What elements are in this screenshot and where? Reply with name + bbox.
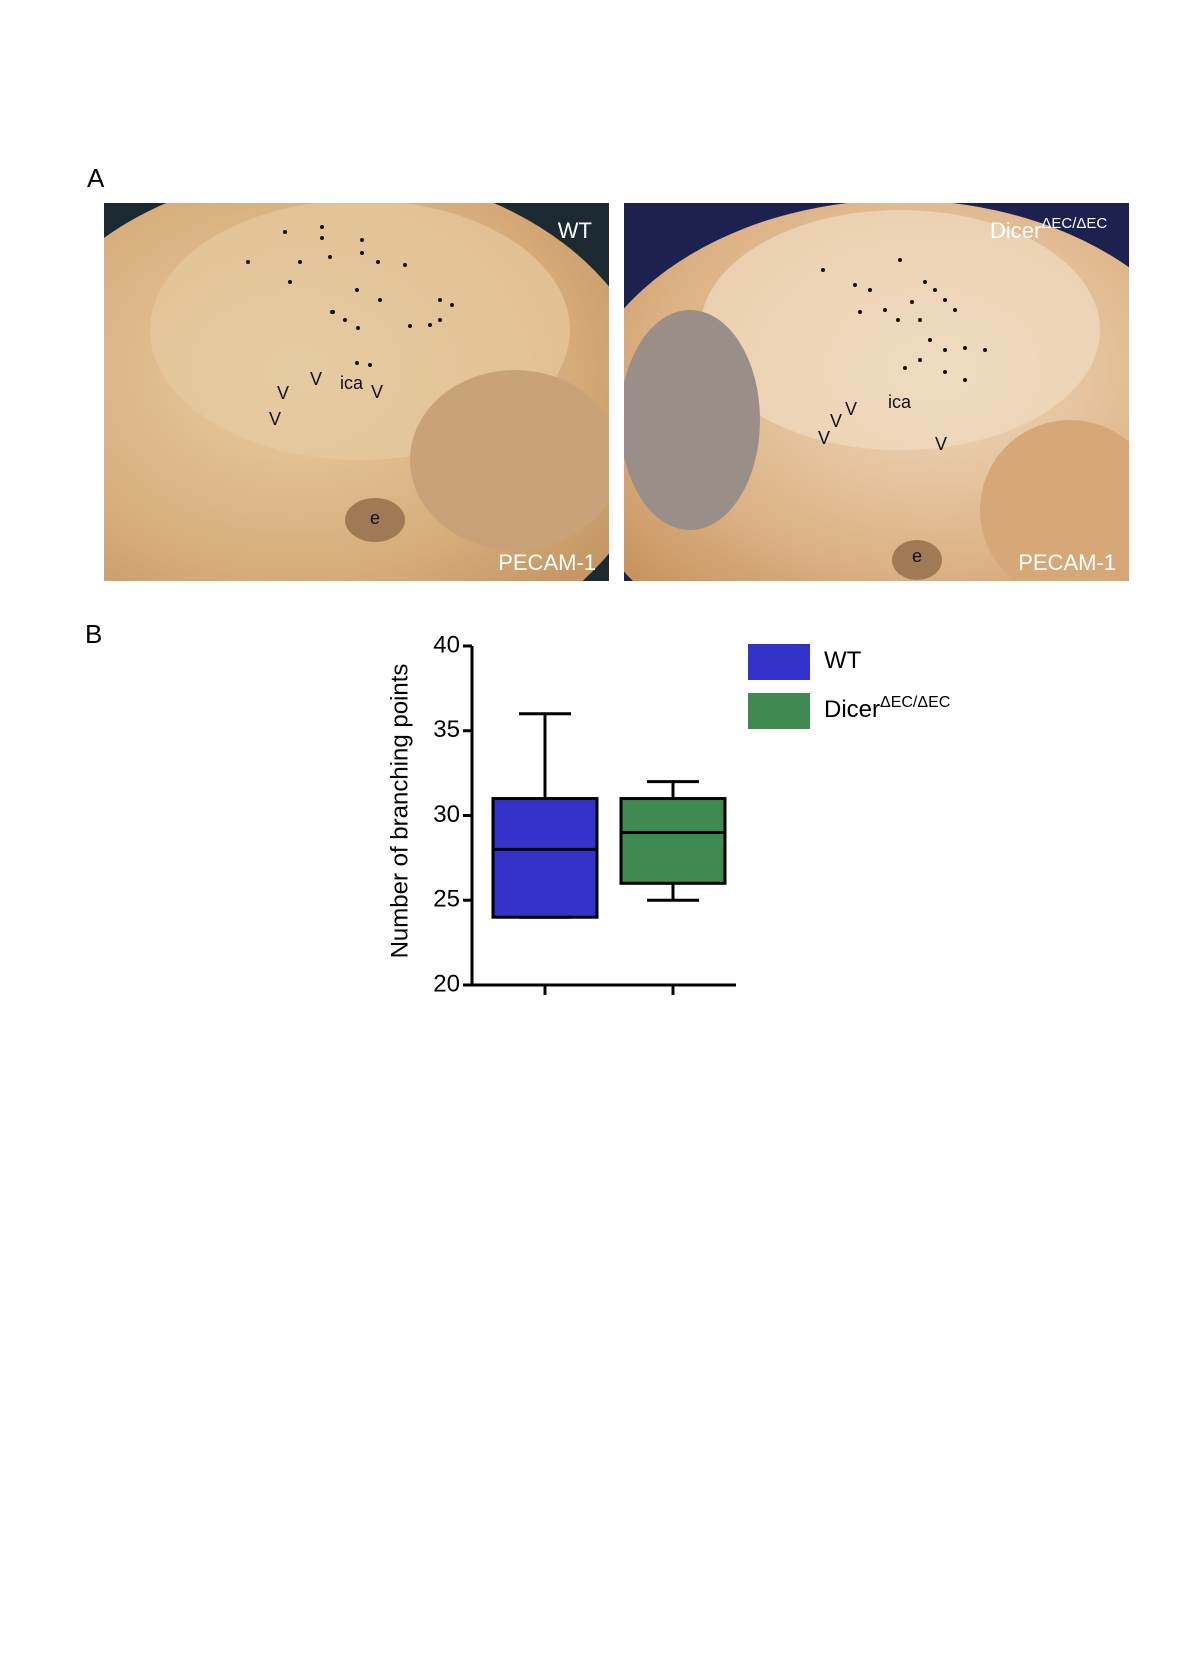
dot: [288, 280, 292, 284]
y-tick-label: 40: [433, 631, 460, 658]
legend-name: WT: [824, 647, 862, 674]
image-stain: PECAM-1: [498, 550, 596, 575]
y-tick-label: 35: [433, 716, 460, 743]
image-label: V: [269, 409, 281, 429]
image-title: WT: [558, 218, 592, 243]
dot: [450, 303, 454, 307]
image-label: V: [830, 411, 842, 431]
image-label: V: [935, 434, 947, 454]
dot: [320, 236, 324, 240]
dot: [355, 288, 359, 292]
image-label: V: [371, 382, 383, 402]
dot: [853, 283, 857, 287]
y-tick-label: 25: [433, 886, 460, 913]
dot: [330, 310, 334, 314]
legend-swatch: [748, 693, 810, 729]
dot: [376, 260, 380, 264]
dot: [896, 318, 900, 322]
dot: [963, 378, 967, 382]
image-label: V: [845, 399, 857, 419]
dot: [408, 324, 412, 328]
panel-label: A: [87, 163, 105, 193]
dot: [355, 361, 359, 365]
legend-label: WT: [824, 647, 862, 674]
image-label: ica: [888, 392, 912, 412]
y-tick-label: 30: [433, 801, 460, 828]
dot: [898, 258, 902, 262]
image-title: DicerΔEC/ΔEC: [990, 215, 1107, 243]
dot: [360, 238, 364, 242]
branch-dots: [246, 225, 987, 382]
legend-name: Dicer: [824, 696, 880, 723]
box: [491, 797, 599, 919]
dot: [963, 346, 967, 350]
dot: [298, 260, 302, 264]
dot: [343, 318, 347, 322]
dot: [868, 288, 872, 292]
image-stain: PECAM-1: [1018, 550, 1116, 575]
dot: [438, 298, 442, 302]
dot: [923, 280, 927, 284]
dot: [883, 308, 887, 312]
dot: [328, 255, 332, 259]
micrograph-wt: [104, 203, 609, 581]
dot: [910, 300, 914, 304]
micrograph-dicer: [624, 203, 1129, 581]
dot: [368, 363, 372, 367]
image-label: V: [310, 369, 322, 389]
image-label: ica: [340, 373, 364, 393]
y-tick-label: 20: [433, 970, 460, 997]
legend-superscript: ΔEC/ΔEC: [880, 694, 950, 711]
dot: [933, 288, 937, 292]
panel-label: B: [85, 619, 102, 649]
dot: [943, 298, 947, 302]
image-label: e: [912, 546, 922, 566]
dot: [360, 251, 364, 255]
dot: [438, 318, 442, 322]
dot: [943, 348, 947, 352]
dot: [953, 308, 957, 312]
dot: [858, 310, 862, 314]
legend-swatch: [748, 644, 810, 680]
dot: [943, 370, 947, 374]
box: [619, 797, 727, 885]
y-axis-label: Number of branching points: [386, 664, 413, 959]
dot: [320, 225, 324, 229]
dot: [403, 263, 407, 267]
dot: [918, 358, 922, 362]
dot: [821, 268, 825, 272]
dot: [283, 230, 287, 234]
dot: [903, 366, 907, 370]
dot: [356, 326, 360, 330]
dot: [246, 260, 250, 264]
dot: [428, 323, 432, 327]
dot: [983, 348, 987, 352]
image-label: e: [370, 508, 380, 528]
legend-label: DicerΔEC/ΔEC: [824, 694, 950, 723]
image-label: V: [818, 428, 830, 448]
dot: [918, 318, 922, 322]
dot: [928, 338, 932, 342]
dot: [378, 298, 382, 302]
image-label: V: [277, 383, 289, 403]
